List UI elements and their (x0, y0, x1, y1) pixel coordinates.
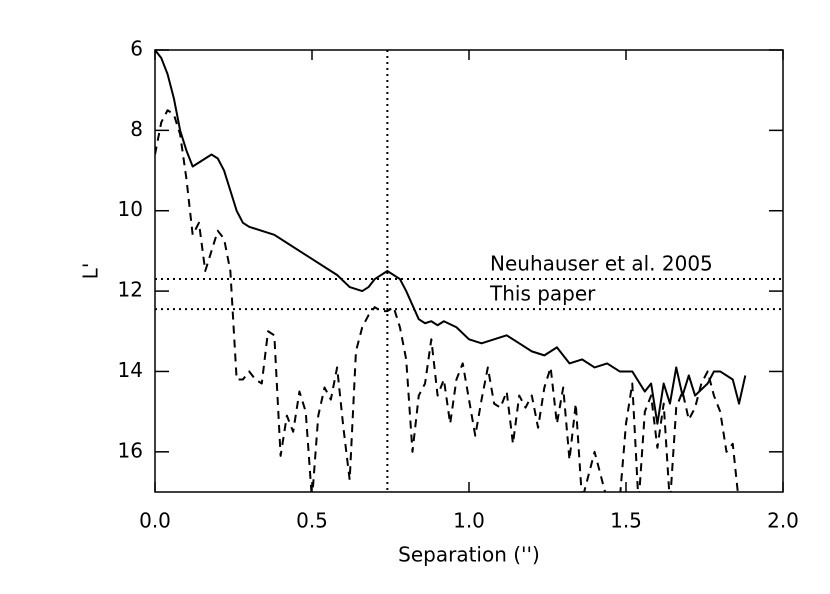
data-line (155, 50, 747, 425)
y-tick-label: 14 (118, 358, 143, 382)
y-tick-label: 16 (118, 438, 143, 462)
x-tick-label: 0.0 (139, 509, 171, 533)
plot-frame (154, 49, 784, 493)
data-line (155, 109, 739, 492)
y-tick-label: 6 (130, 37, 143, 61)
reference-label: This paper (489, 282, 596, 306)
plot-area (155, 50, 783, 492)
x-tick-label: 0.5 (296, 509, 328, 533)
y-tick-label: 8 (130, 117, 143, 141)
x-axis-label: Separation ('') (398, 543, 540, 567)
y-axis-label: L' (79, 263, 103, 280)
x-tick-label: 1.5 (610, 509, 642, 533)
x-tick-label: 2.0 (767, 509, 799, 533)
y-tick-label: 10 (118, 197, 143, 221)
x-tick-label: 1.0 (453, 509, 485, 533)
reference-label: Neuhauser et al. 2005 (490, 252, 713, 276)
y-tick-label: 12 (118, 278, 143, 302)
